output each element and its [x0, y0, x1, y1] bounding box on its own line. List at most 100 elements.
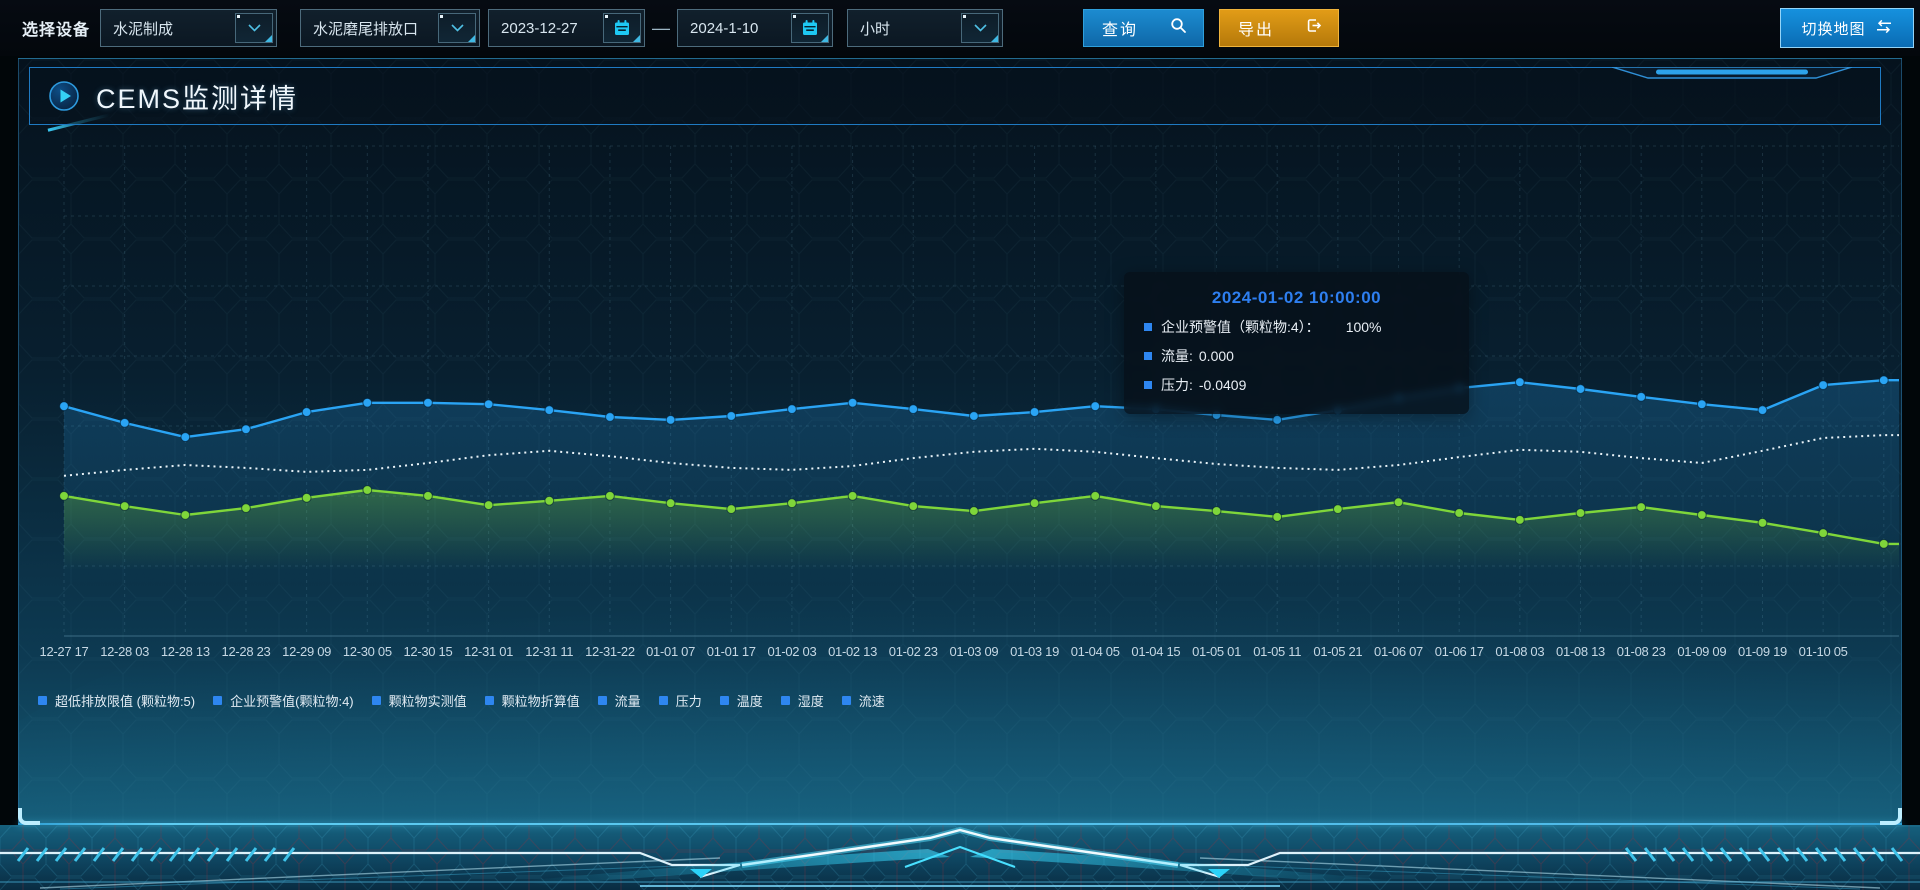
legend-item[interactable]: 湿度: [780, 691, 824, 710]
svg-text:01-04 15: 01-04 15: [1131, 644, 1180, 659]
legend-label: 流量: [614, 694, 641, 709]
cems-monitor-panel: CEMS监测详情 12-27 17 12-28 03 12-28 13 12-28 2…: [18, 58, 1902, 825]
legend-item[interactable]: 超低排放限值 (颗粒物:5): [38, 691, 195, 710]
svg-text:01-05 11: 01-05 11: [1253, 644, 1301, 659]
legend-item[interactable]: 颗粒物实测值: [371, 691, 467, 710]
switch-arrows-icon: [1875, 19, 1893, 38]
svg-text:12-31-22: 12-31-22: [585, 644, 635, 659]
legend-marker-icon: [484, 696, 494, 705]
cems-line-chart[interactable]: 12-27 17 12-28 03 12-28 13 12-28 23 12-29 09…: [19, 59, 1902, 825]
panel-corner-bracket-left: [18, 808, 40, 825]
svg-text:12-28 03: 12-28 03: [100, 644, 149, 659]
svg-text:01-05 01: 01-05 01: [1192, 644, 1241, 659]
svg-text:01-01 17: 01-01 17: [707, 644, 756, 659]
legend-marker-icon: [371, 696, 381, 705]
svg-text:01-03 19: 01-03 19: [1010, 644, 1059, 659]
svg-text:12-28 23: 12-28 23: [222, 644, 271, 659]
legend-marker-icon: [597, 696, 607, 705]
svg-text:01-08 23: 01-08 23: [1617, 644, 1666, 659]
interval-select[interactable]: 小时: [847, 9, 1004, 47]
svg-text:12-27 17: 12-27 17: [40, 644, 89, 659]
start-date-input[interactable]: 2023-12-27: [488, 9, 646, 47]
legend-label: 颗粒物折算值: [501, 694, 580, 709]
svg-text:01-05 21: 01-05 21: [1313, 644, 1362, 659]
svg-text:01-06 17: 01-06 17: [1435, 644, 1484, 659]
chart-tooltip: 2024-01-02 10:00:00 企业预警值（颗粒物:4）： 100% 流…: [1124, 272, 1469, 414]
end-date-input[interactable]: 2024-1-10: [677, 9, 834, 47]
end-date-value: 2024-1-10: [690, 19, 759, 37]
svg-text:01-02 23: 01-02 23: [889, 644, 938, 659]
legend-marker-icon: [658, 696, 668, 705]
svg-text:01-09 19: 01-09 19: [1738, 644, 1787, 659]
panel-bottom-glow-line: [18, 823, 1902, 825]
svg-text:01-08 03: 01-08 03: [1495, 644, 1544, 659]
legend-item[interactable]: 企业预警值(颗粒物:4): [213, 691, 354, 710]
panel-title: CEMS监测详情: [96, 83, 299, 114]
play-icon: [48, 80, 80, 112]
start-date-value: 2023-12-27: [501, 19, 578, 37]
chevron-down-icon[interactable]: [235, 13, 274, 43]
svg-text:01-02 13: 01-02 13: [828, 644, 877, 659]
svg-text:12-29 09: 12-29 09: [282, 644, 331, 659]
svg-text:12-30 05: 12-30 05: [343, 644, 392, 659]
legend-marker-icon: [38, 696, 47, 705]
svg-text:01-10 05: 01-10 05: [1799, 644, 1848, 659]
interval-select-value: 小时: [860, 20, 891, 38]
tooltip-row: 压力: -0.0409: [1144, 375, 1449, 395]
device-select-label: 选择设备: [22, 22, 91, 39]
chart-legend: 超低排放限值 (颗粒物:5) 企业预警值(颗粒物:4) 颗粒物实测值 颗粒物折算值 流量…: [38, 691, 885, 710]
legend-marker-icon: [780, 696, 790, 705]
legend-label: 湿度: [797, 694, 824, 709]
chevron-down-icon[interactable]: [438, 13, 477, 43]
svg-text:01-09 09: 01-09 09: [1677, 644, 1726, 659]
process-select[interactable]: 水泥制成: [100, 9, 278, 47]
export-button[interactable]: 导出: [1219, 9, 1340, 47]
svg-text:12-30 15: 12-30 15: [403, 644, 452, 659]
legend-marker-icon: [719, 696, 729, 705]
series-marker-icon: [1144, 352, 1152, 360]
svg-text:01-08 13: 01-08 13: [1556, 644, 1605, 659]
series-marker-icon: [1144, 381, 1152, 389]
titlebar-notch-decoration: [1611, 66, 1853, 86]
top-toolbar: 选择设备 水泥制成 水泥磨尾排放口 2023-12-27 — 2024-1-10: [0, 0, 1920, 56]
svg-text:01-04 05: 01-04 05: [1071, 644, 1120, 659]
series-marker-icon: [1144, 323, 1152, 331]
legend-item[interactable]: 压力: [658, 691, 702, 710]
chevron-down-icon[interactable]: [961, 13, 1000, 43]
tech-footer-decoration: [0, 825, 1920, 890]
legend-label: 温度: [736, 694, 763, 709]
legend-label: 颗粒物实测值: [388, 694, 467, 709]
search-icon: [1170, 17, 1187, 39]
legend-label: 超低排放限值 (颗粒物:5): [55, 694, 196, 709]
svg-text:12-31 01: 12-31 01: [464, 644, 513, 659]
panel-title-bar: CEMS监测详情: [29, 66, 1881, 125]
tooltip-timestamp: 2024-01-02 10:00:00: [1211, 288, 1382, 307]
legend-marker-icon: [841, 696, 851, 705]
svg-text:01-01 07: 01-01 07: [646, 644, 695, 659]
panel-corner-bracket-right: [1880, 808, 1902, 825]
legend-label: 压力: [675, 694, 702, 709]
svg-text:01-02 03: 01-02 03: [767, 644, 816, 659]
legend-label: 企业预警值(颗粒物:4): [230, 694, 354, 709]
outlet-select-value: 水泥磨尾排放口: [313, 20, 419, 38]
legend-item[interactable]: 流量: [597, 691, 641, 710]
outlet-select[interactable]: 水泥磨尾排放口: [300, 9, 481, 47]
calendar-icon[interactable]: [603, 13, 642, 43]
svg-text:01-03 09: 01-03 09: [949, 644, 998, 659]
legend-label: 流速: [858, 694, 885, 709]
svg-text:12-28 13: 12-28 13: [161, 644, 210, 659]
tooltip-row: 企业预警值（颗粒物:4）： 100%: [1144, 317, 1449, 337]
calendar-icon[interactable]: [791, 13, 830, 43]
date-range-separator: —: [652, 17, 671, 38]
svg-text:12-31 11: 12-31 11: [525, 644, 573, 659]
tooltip-row: 流量: 0.000: [1144, 346, 1449, 366]
legend-item[interactable]: 温度: [719, 691, 763, 710]
legend-marker-icon: [213, 696, 223, 705]
query-button[interactable]: 查询: [1083, 9, 1205, 47]
export-icon: [1305, 17, 1322, 39]
legend-item[interactable]: 流速: [841, 691, 885, 710]
switch-map-button[interactable]: 切换地图: [1780, 8, 1914, 48]
legend-item[interactable]: 颗粒物折算值: [484, 691, 580, 710]
svg-text:01-06 07: 01-06 07: [1374, 644, 1423, 659]
process-select-value: 水泥制成: [113, 20, 174, 38]
